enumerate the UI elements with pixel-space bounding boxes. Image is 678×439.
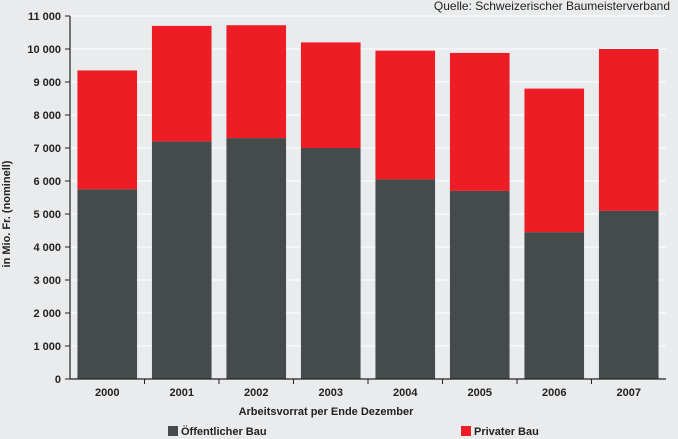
bar-oeffentlicher-bau-2002 (226, 138, 287, 379)
x-tick-labels: 2000 2001 2002 2003 2004 2005 2006 2007 (95, 387, 641, 399)
legend: Öffentlicher Bau Privater Bau (168, 425, 539, 438)
bar-oeffentlicher-bau-2006 (524, 232, 585, 379)
bar-oeffentlicher-bau-2000 (77, 189, 138, 379)
bar-oeffentlicher-bau-2005 (449, 190, 510, 379)
bar-privater-bau-2000 (77, 70, 138, 190)
y-tick-label: 5 000 (33, 209, 61, 221)
x-tick-label: 2000 (95, 387, 119, 399)
bar-privater-bau-2005 (449, 52, 510, 191)
y-tick-label: 6 000 (33, 176, 61, 188)
x-tick-label: 2006 (542, 387, 566, 399)
bar-privater-bau-2004 (375, 50, 436, 180)
bar-oeffentlicher-bau-2003 (300, 148, 361, 379)
x-tick-label: 2003 (319, 387, 343, 399)
y-tick-label: 8 000 (33, 110, 61, 122)
bar-privater-bau-2002 (226, 25, 287, 139)
bar-privater-bau-2006 (524, 88, 585, 233)
y-tick-label: 2 000 (33, 308, 61, 320)
legend-label: Öffentlicher Bau (181, 425, 267, 438)
y-tick-label: 11 000 (28, 11, 61, 23)
y-tick-label: 0 (55, 374, 61, 386)
bars (77, 25, 659, 379)
y-tick-label: 3 000 (33, 275, 61, 287)
x-tick-label: 2005 (468, 387, 492, 399)
source-note: Quelle: Schweizerischer Baumeisterverban… (434, 0, 670, 13)
x-axis-title: Arbeitsvorrat per Ende Dezember (239, 406, 415, 418)
bar-privater-bau-2001 (151, 25, 212, 142)
bar-oeffentlicher-bau-2007 (598, 210, 659, 379)
y-tick-label: 4 000 (33, 242, 61, 254)
bar-privater-bau-2007 (598, 49, 659, 211)
legend-swatch (461, 426, 471, 436)
x-tick-label: 2002 (244, 387, 268, 399)
legend-label: Privater Bau (474, 426, 539, 438)
y-tick-label: 7 000 (33, 143, 61, 155)
x-tick-label: 2007 (617, 387, 641, 399)
x-tick-label: 2004 (393, 387, 418, 399)
bar-oeffentlicher-bau-2001 (151, 141, 212, 379)
axes (65, 15, 666, 384)
bar-privater-bau-2003 (300, 42, 361, 148)
y-axis-title: in Mio. Fr. (nominell) (1, 160, 13, 267)
legend-swatch (168, 426, 178, 436)
y-tick-label: 9 000 (33, 77, 61, 89)
bar-oeffentlicher-bau-2004 (375, 179, 436, 379)
y-tick-label: 10 000 (27, 44, 61, 56)
x-tick-label: 2001 (170, 387, 194, 399)
y-tick-label: 1 000 (33, 341, 61, 353)
y-tick-labels: 0 1 000 2 000 3 000 4 000 5 000 6 000 7 000 8 00… (27, 11, 61, 386)
